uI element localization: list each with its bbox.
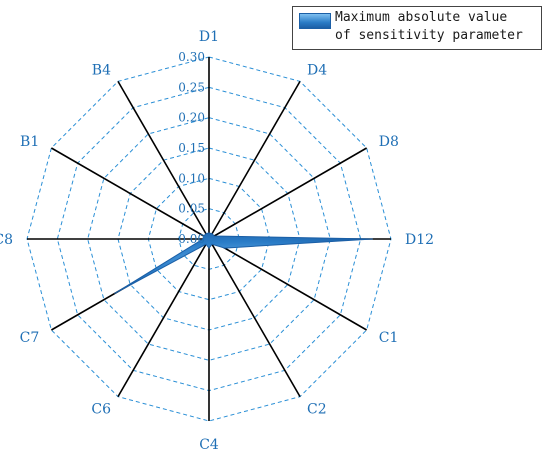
tick-label: 0.10 — [178, 171, 205, 185]
series-area-0 — [114, 232, 373, 295]
axis-label-B1: B1 — [20, 134, 39, 150]
tick-label: 0.30 — [178, 50, 205, 64]
legend: Maximum absolute value of sensitivity pa… — [292, 6, 542, 50]
axis-label-C2: C2 — [307, 402, 327, 418]
series-layer — [114, 232, 373, 295]
spoke-D4 — [208, 80, 301, 240]
legend-line-2: of sensitivity parameter — [335, 28, 523, 43]
tick-label: 0.00 — [178, 232, 205, 246]
axis-label-C7: C7 — [20, 330, 40, 346]
spoke-B4 — [117, 80, 210, 240]
axis-label-C1: C1 — [379, 330, 399, 346]
tick-label: 0.20 — [178, 111, 205, 125]
axis-label-D1: D1 — [199, 29, 219, 45]
axis-label-C8: C8 — [0, 232, 13, 248]
spoke-B1 — [50, 147, 210, 240]
axis-label-D8: D8 — [379, 134, 399, 150]
tick-label: 0.15 — [178, 141, 205, 155]
label-layer: D1 D4 D8 D12 C1 C2 C4 C6 C7 C8 B1 B4 — [0, 29, 434, 453]
axis-label-D4: D4 — [307, 62, 327, 78]
spoke-C1 — [208, 238, 368, 331]
spoke-C6 — [117, 238, 210, 398]
legend-swatch — [299, 13, 331, 29]
spoke-C2 — [208, 238, 301, 398]
axis-label-C6: C6 — [91, 402, 111, 418]
axis-label-C4: C4 — [199, 437, 219, 453]
spoke-D8 — [208, 147, 368, 240]
axis-label-B4: B4 — [92, 62, 111, 78]
legend-label: Maximum absolute value of sensitivity pa… — [335, 9, 523, 45]
tick-layer: 0.00 0.05 0.10 0.15 0.20 0.25 0.30 — [178, 50, 205, 246]
tick-label: 0.25 — [178, 80, 205, 94]
tick-label: 0.05 — [178, 202, 205, 216]
legend-line-1: Maximum absolute value — [335, 10, 508, 25]
axis-label-D12: D12 — [405, 232, 434, 248]
